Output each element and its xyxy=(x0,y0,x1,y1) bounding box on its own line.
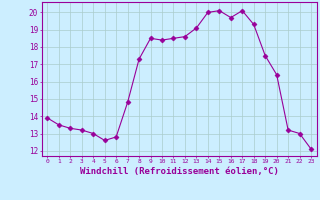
X-axis label: Windchill (Refroidissement éolien,°C): Windchill (Refroidissement éolien,°C) xyxy=(80,167,279,176)
